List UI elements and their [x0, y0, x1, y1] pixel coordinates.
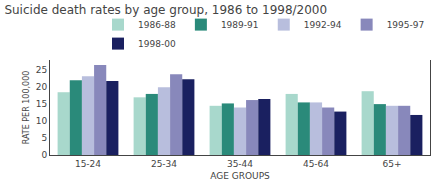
svg-text:45-64: 45-64 — [303, 159, 329, 169]
svg-text:35-44: 35-44 — [227, 159, 253, 169]
svg-text:25: 25 — [36, 65, 47, 75]
svg-text:Suicide death rates by age gro: Suicide death rates by age group, 1986 t… — [4, 3, 327, 17]
svg-text:25-34: 25-34 — [151, 159, 177, 169]
svg-text:AGE GROUPS: AGE GROUPS — [210, 171, 270, 181]
svg-text:15-24: 15-24 — [75, 159, 101, 169]
svg-text:10: 10 — [36, 116, 48, 126]
svg-text:5: 5 — [41, 133, 47, 143]
svg-text:1986-88: 1986-88 — [138, 20, 176, 30]
svg-text:15: 15 — [36, 99, 47, 109]
svg-text:20: 20 — [36, 82, 48, 92]
svg-text:1998-00: 1998-00 — [138, 39, 176, 49]
svg-text:0: 0 — [41, 150, 47, 160]
svg-text:1989-91: 1989-91 — [221, 20, 259, 30]
svg-text:1995-97: 1995-97 — [387, 20, 425, 30]
svg-text:RATE PER 100,000: RATE PER 100,000 — [22, 71, 31, 145]
svg-text:65+: 65+ — [383, 159, 402, 169]
svg-text:1992-94: 1992-94 — [304, 20, 342, 30]
